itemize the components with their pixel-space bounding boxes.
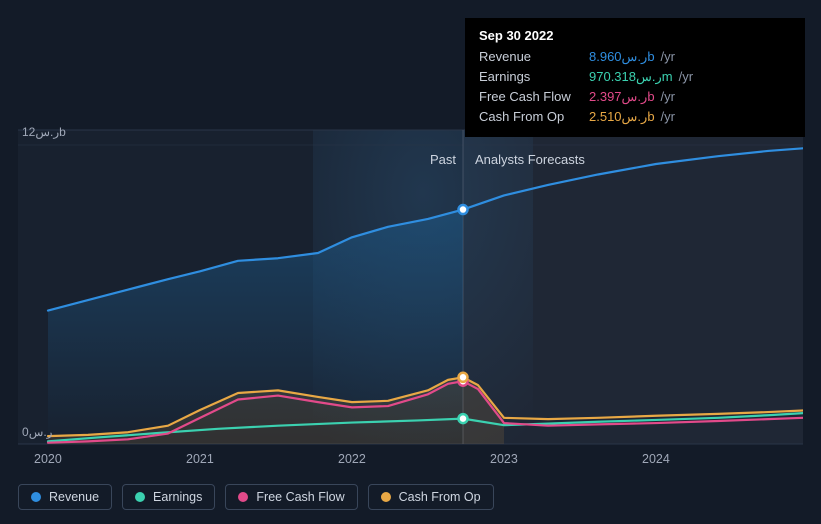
legend-dot-icon <box>238 492 248 502</box>
tooltip-row-label: Cash From Op <box>479 107 589 127</box>
legend-item-cfo[interactable]: Cash From Op <box>368 484 494 510</box>
legend-item-label: Earnings <box>153 490 202 504</box>
x-tick: 2022 <box>338 452 366 466</box>
tooltip-row-label: Earnings <box>479 67 589 87</box>
legend-item-label: Cash From Op <box>399 490 481 504</box>
marker-earnings[interactable] <box>459 414 468 423</box>
tooltip-row-unit: /yr <box>661 47 675 67</box>
tooltip-row-value: 2.397ر.سb <box>589 87 655 107</box>
chart-tooltip: Sep 30 2022 Revenue8.960ر.سb/yrEarnings9… <box>465 18 805 137</box>
tooltip-row-unit: /yr <box>661 107 675 127</box>
tooltip-row-label: Free Cash Flow <box>479 87 589 107</box>
y-axis-label-min: 0ر.س <box>22 425 52 439</box>
marker-cfo[interactable] <box>459 373 468 382</box>
x-tick: 2024 <box>642 452 670 466</box>
past-label: Past <box>430 152 456 167</box>
tooltip-row: Revenue8.960ر.سb/yr <box>479 47 791 67</box>
tooltip-row-value: 970.318ر.سm <box>589 67 673 87</box>
marker-revenue[interactable] <box>459 205 468 214</box>
x-tick: 2023 <box>490 452 518 466</box>
legend-item-revenue[interactable]: Revenue <box>18 484 112 510</box>
tooltip-row-value: 2.510ر.سb <box>589 107 655 127</box>
tooltip-row: Free Cash Flow2.397ر.سb/yr <box>479 87 791 107</box>
x-tick: 2021 <box>186 452 214 466</box>
tooltip-row-unit: /yr <box>661 87 675 107</box>
tooltip-row: Cash From Op2.510ر.سb/yr <box>479 107 791 127</box>
tooltip-row-unit: /yr <box>679 67 693 87</box>
x-tick: 2020 <box>34 452 62 466</box>
chart-legend: Revenue Earnings Free Cash Flow Cash From O… <box>18 484 494 510</box>
legend-dot-icon <box>31 492 41 502</box>
tooltip-row: Earnings970.318ر.سm/yr <box>479 67 791 87</box>
legend-item-earnings[interactable]: Earnings <box>122 484 215 510</box>
legend-item-fcf[interactable]: Free Cash Flow <box>225 484 357 510</box>
legend-item-label: Revenue <box>49 490 99 504</box>
legend-dot-icon <box>381 492 391 502</box>
tooltip-row-label: Revenue <box>479 47 589 67</box>
tooltip-date: Sep 30 2022 <box>479 28 791 43</box>
legend-dot-icon <box>135 492 145 502</box>
tooltip-row-value: 8.960ر.سb <box>589 47 655 67</box>
legend-item-label: Free Cash Flow <box>256 490 344 504</box>
y-axis-label-max: 12ر.سb <box>22 125 66 139</box>
forecast-label: Analysts Forecasts <box>475 152 585 167</box>
